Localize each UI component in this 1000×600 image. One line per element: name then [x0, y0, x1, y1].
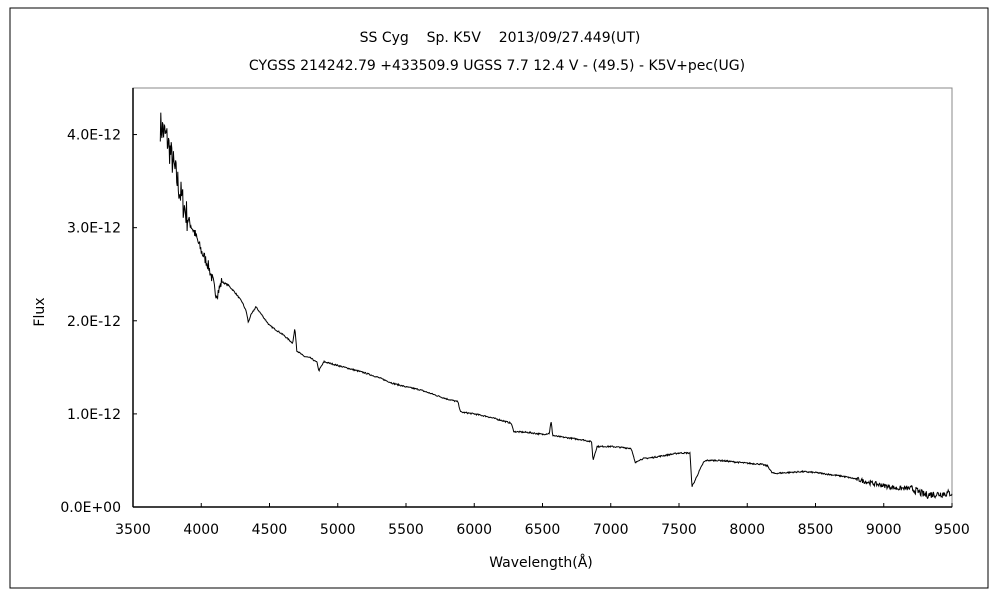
chart-title: SS Cyg Sp. K5V 2013/09/27.449(UT): [360, 30, 641, 46]
y-axis-label: Flux: [32, 297, 48, 326]
x-tick-label: 9500: [934, 522, 970, 538]
axis-ticks: 3500 4000 4500 5000 5500 6000 6500 7000 7500 8000…: [60, 128, 969, 538]
plot-area: [132, 87, 953, 508]
x-tick-label: 9000: [866, 522, 902, 538]
spectrum-line: [159, 112, 953, 500]
y-tick-label: 2.0E-12: [67, 314, 121, 330]
x-tick-label: 8000: [729, 522, 765, 538]
y-tick-label: 1.0E-12: [67, 407, 121, 423]
x-axis-label: Wavelength(Å): [489, 554, 593, 571]
y-tick-label: 3.0E-12: [67, 221, 121, 237]
x-tick-label: 3500: [115, 522, 151, 538]
x-tick-label: 5500: [388, 522, 424, 538]
y-tick-label: 4.0E-12: [67, 128, 121, 144]
chart-subtitle: CYGSS 214242.79 +433509.9 UGSS 7.7 12.4 …: [249, 58, 745, 74]
chart-frame: [9, 7, 989, 589]
x-tick-label: 6500: [525, 522, 561, 538]
x-tick-label: 4500: [252, 522, 288, 538]
x-tick-label: 6000: [456, 522, 492, 538]
x-tick-label: 7000: [593, 522, 629, 538]
x-tick-label: 8500: [798, 522, 834, 538]
x-tick-label: 5000: [320, 522, 356, 538]
y-tick-label: 0.0E+00: [60, 500, 121, 516]
x-tick-label: 4000: [183, 522, 219, 538]
x-tick-label: 7500: [661, 522, 697, 538]
